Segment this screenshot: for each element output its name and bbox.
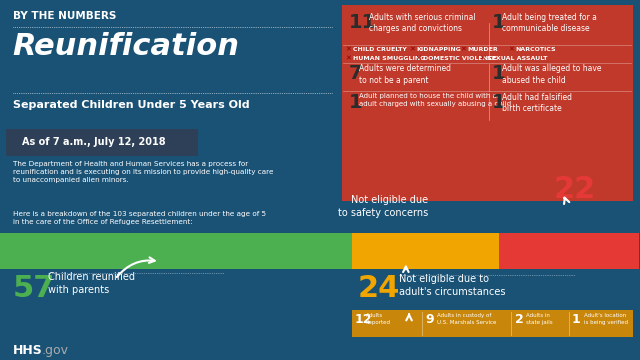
FancyBboxPatch shape [342, 5, 633, 201]
Text: Adults
deported: Adults deported [366, 313, 391, 324]
Text: Adult planned to house the child with an
adult charged with sexually abusing a c: Adult planned to house the child with an… [359, 93, 511, 107]
Text: Adult being treated for a
communicable disease: Adult being treated for a communicable d… [502, 13, 596, 33]
Text: ✕: ✕ [345, 55, 351, 62]
Text: 2: 2 [515, 313, 524, 326]
Text: HUMAN SMUGGLING: HUMAN SMUGGLING [353, 55, 425, 60]
Text: ✕: ✕ [345, 46, 351, 53]
Text: ✕: ✕ [415, 55, 421, 62]
Text: ✕: ✕ [460, 46, 466, 53]
Text: Separated Children Under 5 Years Old: Separated Children Under 5 Years Old [13, 100, 250, 110]
Text: Not eligible due to
adult's circumstances: Not eligible due to adult's circumstance… [399, 274, 506, 297]
Text: MURDER: MURDER [468, 46, 499, 51]
Text: Adults in custody of
U.S. Marshals Service: Adults in custody of U.S. Marshals Servi… [436, 313, 496, 324]
Text: The Department of Health and Human Services has a process for
reunification and : The Department of Health and Human Servi… [13, 161, 273, 183]
FancyBboxPatch shape [6, 129, 198, 156]
Text: 1: 1 [348, 93, 362, 112]
Bar [499, 233, 639, 269]
Text: 1: 1 [572, 313, 580, 326]
Bar [351, 233, 499, 269]
Text: ✕: ✕ [508, 46, 514, 53]
Text: DOMESTIC VIOLENCE: DOMESTIC VIOLENCE [423, 55, 497, 60]
Text: Adults in
state jails: Adults in state jails [526, 313, 553, 324]
Text: SEXUAL ASSAULT: SEXUAL ASSAULT [487, 55, 547, 60]
Text: 22: 22 [554, 175, 596, 204]
Text: Not eligible due
to safety concerns: Not eligible due to safety concerns [338, 195, 428, 217]
Text: 12: 12 [355, 313, 372, 326]
Text: 1: 1 [492, 64, 506, 84]
Text: 11: 11 [348, 13, 376, 32]
Text: Adult's location
is being verified: Adult's location is being verified [584, 313, 628, 324]
Text: BY THE NUMBERS: BY THE NUMBERS [13, 11, 116, 21]
Text: Children reunified
with parents: Children reunified with parents [48, 272, 135, 295]
Text: Here is a breakdown of the 103 separated children under the age of 5
in the care: Here is a breakdown of the 103 separated… [13, 211, 266, 225]
Text: Adult had falsified
birth certificate: Adult had falsified birth certificate [502, 93, 572, 113]
Text: Adults were determined
to not be a parent: Adults were determined to not be a paren… [359, 64, 451, 85]
Bar [351, 310, 633, 337]
Text: As of 7 a.m., July 12, 2018: As of 7 a.m., July 12, 2018 [22, 137, 166, 147]
Bar [0, 233, 351, 269]
Text: KIDNAPPING: KIDNAPPING [417, 46, 461, 51]
Text: .gov: .gov [42, 344, 68, 357]
Text: 1: 1 [492, 13, 506, 32]
Text: NARCOTICS: NARCOTICS [516, 46, 556, 51]
Text: CHILD CRUELTY: CHILD CRUELTY [353, 46, 406, 51]
Text: Reunification: Reunification [13, 32, 240, 61]
Text: 24: 24 [358, 274, 400, 303]
Text: ✕: ✕ [409, 46, 415, 53]
Text: 57: 57 [13, 274, 55, 303]
Text: ✕: ✕ [479, 55, 485, 62]
Text: Adult was alleged to have
abused the child: Adult was alleged to have abused the chi… [502, 64, 601, 85]
Text: Adults with serious criminal
charges and convictions: Adults with serious criminal charges and… [369, 13, 476, 33]
Text: HHS: HHS [13, 344, 42, 357]
Text: 9: 9 [425, 313, 434, 326]
Text: 7: 7 [348, 64, 362, 84]
Text: 1: 1 [492, 93, 506, 112]
